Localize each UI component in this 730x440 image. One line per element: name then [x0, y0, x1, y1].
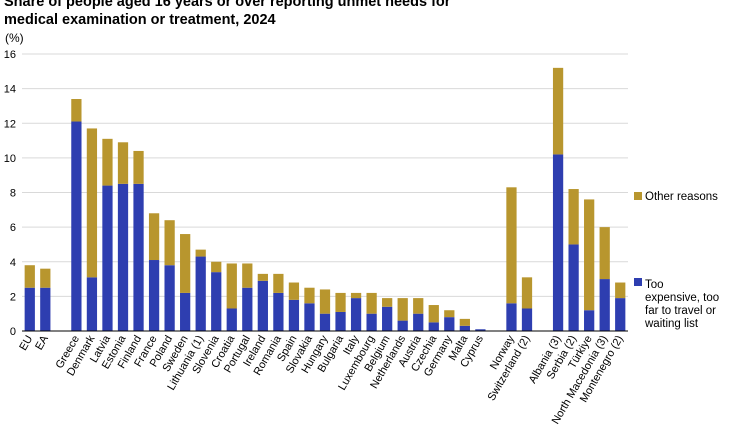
- bar-other-reasons: [242, 263, 253, 288]
- bar-other-reasons: [211, 261, 222, 273]
- bar-too-expensive: [335, 311, 346, 331]
- bar-too-expensive: [444, 317, 455, 331]
- bar-too-expensive: [86, 277, 98, 331]
- bar-too-expensive: [226, 308, 237, 331]
- legend-swatch: [634, 278, 642, 286]
- bar-other-reasons: [568, 189, 579, 245]
- bar-other-reasons: [257, 273, 268, 281]
- bar-other-reasons: [319, 289, 331, 314]
- bar-other-reasons: [133, 150, 144, 184]
- bar-too-expensive: [459, 325, 470, 331]
- bar-other-reasons: [102, 138, 113, 186]
- bar-other-reasons: [335, 292, 346, 312]
- bar-too-expensive: [552, 154, 564, 331]
- bar-too-expensive: [180, 292, 191, 331]
- bar-too-expensive: [521, 308, 533, 331]
- bar-other-reasons: [117, 142, 129, 184]
- y-tick-label: 16: [4, 49, 16, 61]
- bar-too-expensive: [117, 183, 129, 331]
- bar-other-reasons: [444, 310, 455, 318]
- bar-too-expensive: [599, 279, 610, 331]
- y-tick-label: 8: [10, 188, 16, 200]
- legend-label: expensive, too: [645, 292, 719, 304]
- bar-other-reasons: [148, 213, 160, 261]
- chart-title-line-1: Share of people aged 16 years or over re…: [4, 0, 451, 10]
- bar-other-reasons: [397, 298, 408, 321]
- legend-label: waiting list: [644, 318, 699, 330]
- bar-too-expensive: [350, 298, 362, 331]
- y-tick-label: 2: [10, 291, 16, 303]
- x-tick-label: EU: [17, 333, 35, 352]
- y-tick-label: 12: [4, 118, 16, 130]
- legend-label: Too: [645, 279, 664, 291]
- bar-too-expensive: [397, 320, 408, 331]
- legend-label: Other reasons: [645, 191, 718, 203]
- gridlines: [22, 53, 628, 297]
- bar-other-reasons: [459, 318, 470, 326]
- bar-other-reasons: [366, 292, 377, 314]
- bar-other-reasons: [382, 298, 393, 307]
- bar-other-reasons: [226, 263, 237, 309]
- y-axis-unit: (%): [5, 31, 24, 45]
- bar-other-reasons: [195, 249, 206, 257]
- bar-other-reasons: [615, 282, 626, 299]
- bar-too-expensive: [273, 292, 284, 331]
- bar-too-expensive: [242, 287, 253, 331]
- y-tick-label: 4: [10, 257, 16, 269]
- bar-other-reasons: [164, 220, 175, 266]
- bar-too-expensive: [615, 298, 626, 331]
- bar-too-expensive: [366, 313, 377, 331]
- bar-too-expensive: [211, 272, 222, 331]
- bar-too-expensive: [413, 313, 424, 331]
- bar-other-reasons: [552, 67, 564, 155]
- bar-other-reasons: [86, 128, 98, 278]
- bar-too-expensive: [319, 313, 331, 331]
- bar-other-reasons: [506, 187, 517, 304]
- bar-too-expensive: [24, 287, 35, 331]
- bar-other-reasons: [599, 227, 610, 280]
- bar-too-expensive: [584, 310, 595, 331]
- x-tick-label: EA: [33, 333, 51, 352]
- legend-swatch: [634, 192, 642, 200]
- bar-too-expensive: [506, 303, 517, 331]
- bar-other-reasons: [584, 199, 595, 311]
- bar-too-expensive: [133, 183, 144, 331]
- bar-too-expensive: [382, 306, 393, 331]
- bar-too-expensive: [164, 265, 175, 331]
- labels: Share of people aged 16 years or over re…: [4, 0, 626, 426]
- y-tick-label: 0: [10, 326, 16, 338]
- bar-too-expensive: [568, 244, 579, 331]
- bar-too-expensive: [71, 121, 82, 331]
- legend-label: far to travel or: [645, 305, 716, 317]
- bar-other-reasons: [521, 277, 533, 309]
- y-tick-label: 14: [4, 84, 16, 96]
- bar-too-expensive: [195, 256, 206, 331]
- bar-too-expensive: [148, 260, 160, 331]
- bar-other-reasons: [350, 292, 362, 299]
- bar-too-expensive: [40, 287, 51, 331]
- bar-too-expensive: [428, 322, 439, 331]
- y-tick-label: 10: [4, 153, 16, 165]
- bar-other-reasons: [273, 273, 284, 293]
- y-tick-label: 6: [10, 222, 16, 234]
- bar-too-expensive: [288, 299, 300, 331]
- bar-too-expensive: [102, 185, 113, 331]
- bar-other-reasons: [40, 268, 51, 288]
- bar-other-reasons: [71, 99, 82, 122]
- bar-too-expensive: [257, 280, 268, 331]
- bar-other-reasons: [304, 287, 315, 304]
- bar-other-reasons: [428, 305, 439, 323]
- chart-title-line-2: medical examination or treatment, 2024: [4, 12, 276, 28]
- bar-too-expensive: [304, 303, 315, 331]
- bar-other-reasons: [413, 298, 424, 314]
- bar-other-reasons: [24, 265, 35, 288]
- bar-other-reasons: [288, 282, 300, 300]
- bar-other-reasons: [180, 234, 191, 293]
- bar-too-expensive: [475, 329, 486, 331]
- bars: [24, 67, 626, 331]
